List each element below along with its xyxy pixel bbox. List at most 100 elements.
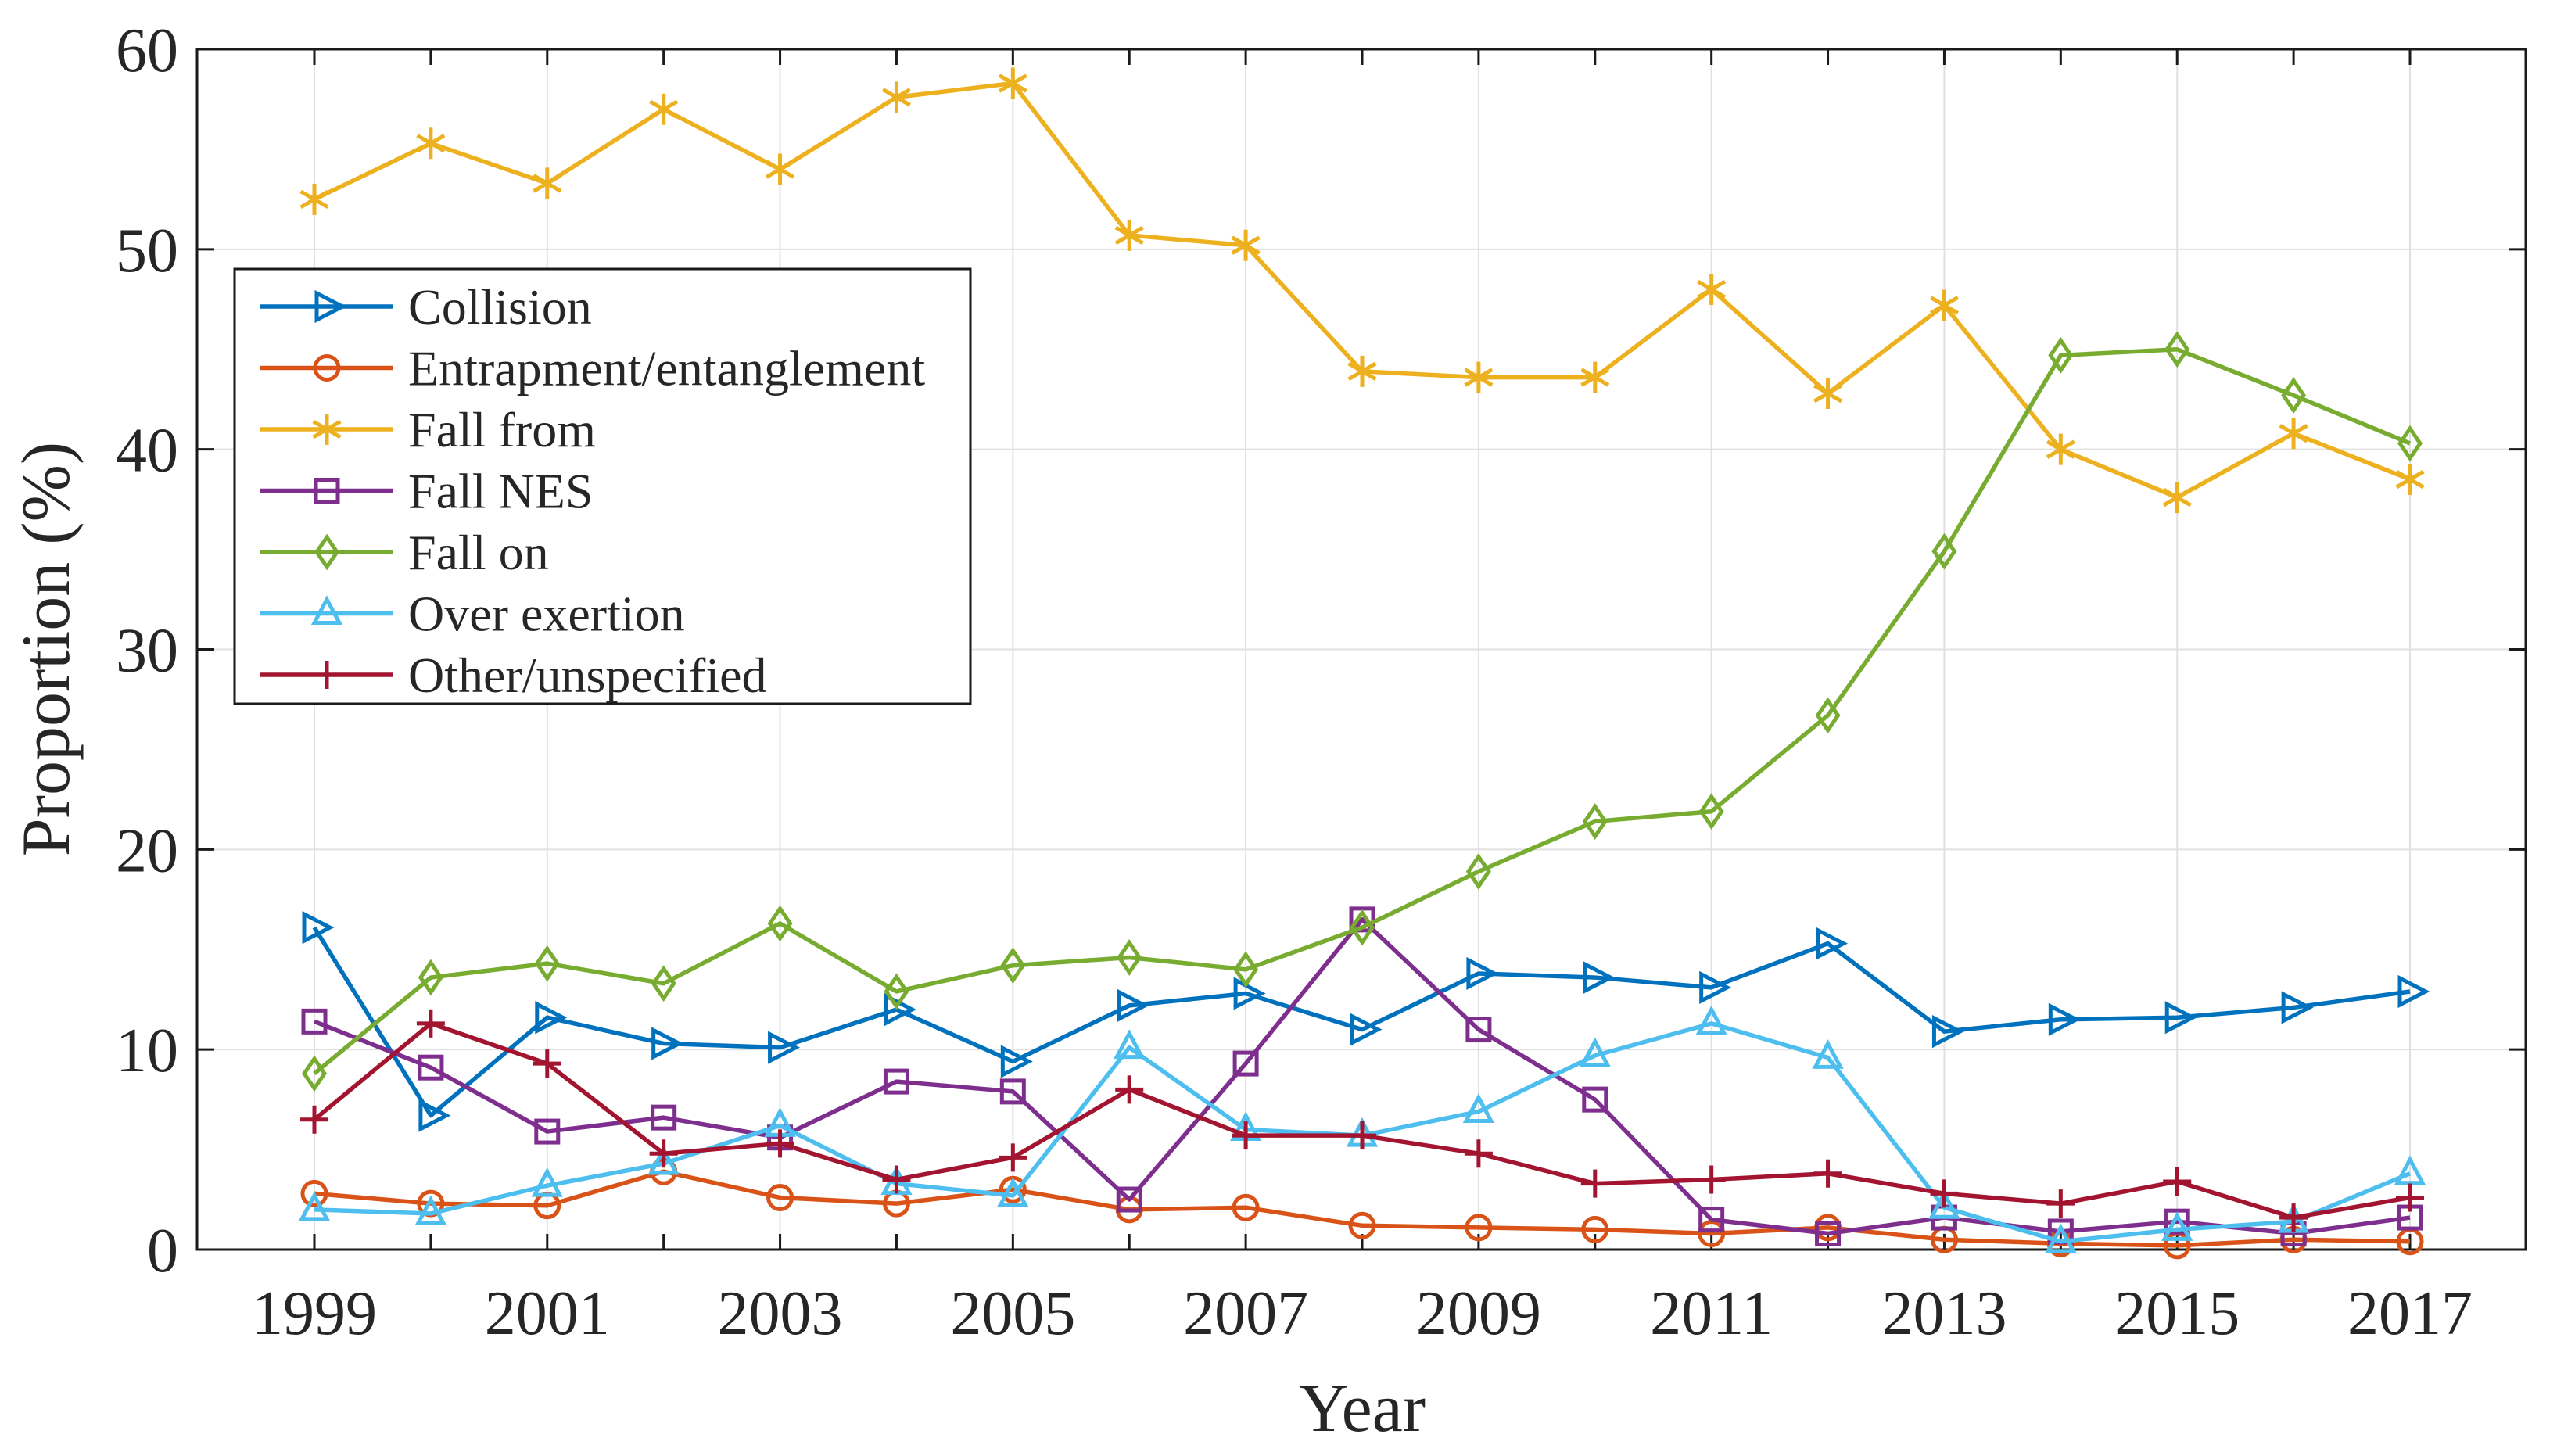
marker-plus-icon [1115,1075,1144,1104]
marker-circle-icon [1698,1220,1726,1248]
marker-triangle-up-icon [531,1167,563,1197]
x-axis-title: Year [1299,1371,1426,1447]
marker-diamond-icon [2397,425,2423,462]
marker-circle-icon [313,354,341,382]
marker-plus-icon [1580,1169,1609,1198]
marker-triangle-right-icon [1466,956,1499,991]
marker-triangle-right-icon [535,1001,568,1035]
marker-plus-icon [313,661,341,689]
marker-triangle-right-icon [1583,960,1616,995]
marker-square-icon [301,1008,328,1035]
marker-triangle-right-icon [2164,1001,2197,1035]
marker-asterisk-icon [765,153,795,185]
legend-label-over-exertion: Over exertion [408,586,685,642]
marker-triangle-right-icon [418,1099,451,1132]
marker-triangle-right-icon [314,289,347,324]
marker-triangle-right-icon [1000,1045,1033,1078]
marker-asterisk-icon [998,67,1027,99]
marker-plus-icon [1930,1179,1959,1208]
marker-asterisk-icon [416,127,446,160]
marker-plus-icon [999,1143,1027,1172]
marker-square-icon [1349,906,1375,933]
marker-triangle-up-icon [997,1177,1029,1207]
x-tick-label-2003: 2003 [718,1279,843,1348]
marker-diamond-icon [2164,331,2190,368]
marker-asterisk-icon [1929,289,1960,321]
marker-diamond-icon [767,905,793,942]
marker-plus-icon [649,1139,678,1168]
marker-circle-icon [1581,1215,1609,1243]
marker-triangle-up-icon [2161,1211,2193,1241]
marker-plus-icon [766,1129,794,1158]
marker-square-icon [1582,1086,1608,1113]
marker-diamond-icon [1698,793,1724,830]
legend: Collision Entrapment/entanglement Fall fro… [233,267,972,705]
marker-triangle-right-icon [302,911,335,945]
marker-triangle-up-icon [310,595,343,625]
marker-triangle-up-icon [1579,1037,1611,1067]
y-tick-label-60: 60 [116,16,178,85]
marker-square-icon [883,1068,909,1095]
marker-triangle-up-icon [647,1145,680,1175]
marker-plus-icon [1697,1165,1726,1194]
marker-diamond-icon [1815,697,1841,734]
marker-diamond-icon [1233,951,1259,988]
legend-label-fall-from: Fall from [408,402,596,457]
x-tick-label-2011: 2011 [1650,1279,1773,1348]
marker-asterisk-icon [1231,229,1261,261]
marker-triangle-up-icon [298,1191,331,1221]
marker-asterisk-icon [2046,433,2075,465]
legend-item-fall-on: Fall on [260,525,549,580]
x-tick-label-2001: 2001 [485,1279,610,1348]
marker-asterisk-icon [1697,274,1727,305]
marker-square-icon [2164,1208,2190,1235]
x-tick-label-2005: 2005 [950,1279,1075,1348]
series-collision [302,911,2430,1132]
x-tick-label-1999: 1999 [252,1279,377,1348]
x-tick-label-2013: 2013 [1881,1279,2007,1348]
marker-asterisk-icon [533,167,562,199]
marker-asterisk-icon [649,93,679,125]
marker-plus-icon [300,1105,328,1134]
marker-plus-icon [1813,1159,1842,1188]
series-fall-nes-line [313,917,2411,1236]
y-tick-labels: 0 10 20 30 40 50 60 [116,16,178,1286]
marker-asterisk-icon [2395,464,2425,496]
marker-square-icon [1232,1050,1259,1077]
marker-diamond-icon [1582,803,1608,840]
series-fall-on-line [313,347,2412,1075]
marker-diamond-icon [534,945,560,982]
marker-circle-icon [1465,1214,1493,1242]
marker-asterisk-icon [881,81,912,113]
marker-triangle-right-icon [2281,991,2314,1024]
marker-square-icon [314,478,340,504]
marker-diamond-icon [1117,939,1142,976]
marker-triangle-right-icon [1816,927,1849,960]
x-tick-label-2009: 2009 [1416,1279,1541,1348]
marker-diamond-icon [2281,377,2307,414]
legend-item-other-unspecified: Other/unspecified [260,647,767,703]
marker-square-icon [1815,1221,1842,1247]
marker-plus-icon [2163,1167,2192,1196]
marker-square-icon [1465,1017,1492,1043]
marker-asterisk-icon [1464,361,1494,393]
marker-square-icon [534,1118,561,1145]
marker-diamond-icon [418,959,443,996]
marker-asterisk-icon [2279,418,2308,450]
marker-circle-icon [1348,1211,1376,1239]
marker-triangle-right-icon [651,1027,684,1060]
marker-diamond-icon [301,1055,328,1092]
marker-asterisk-icon [1347,355,1377,387]
marker-diamond-icon [314,533,340,571]
legend-label-collision: Collision [408,279,592,335]
marker-triangle-up-icon [1462,1093,1495,1123]
marker-asterisk-icon [1580,361,1610,393]
marker-square-icon [999,1078,1026,1105]
legend-label-entrapment-entanglement: Entrapment/entanglement [408,341,925,396]
series-fall-on [301,331,2423,1092]
marker-triangle-right-icon [1117,988,1149,1022]
marker-asterisk-icon [1813,378,1843,410]
marker-triangle-up-icon [1812,1039,1844,1069]
marker-diamond-icon [651,965,676,1002]
marker-square-icon [1698,1207,1725,1233]
